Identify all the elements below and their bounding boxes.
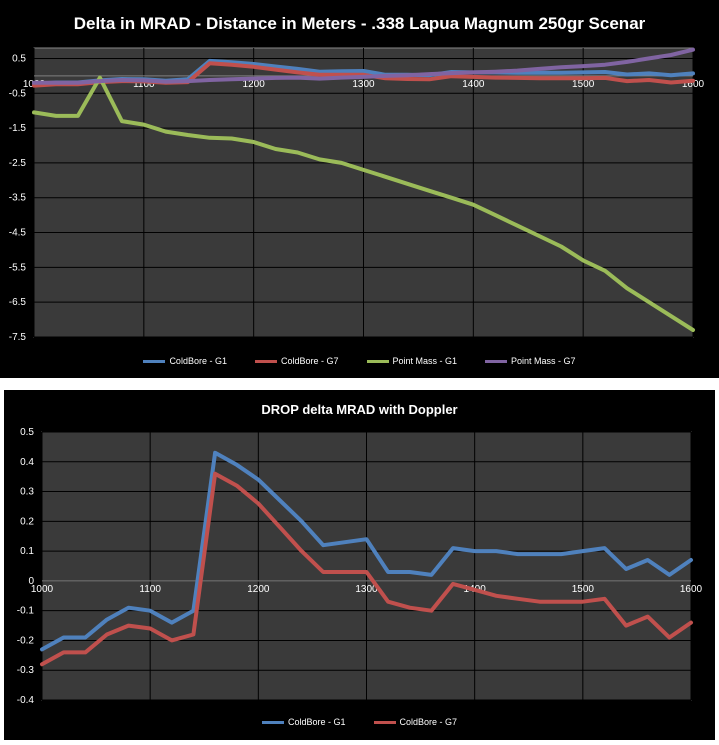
y-tick-label: -5.5 <box>9 262 27 273</box>
y-tick-label: 0.4 <box>20 457 34 468</box>
y-tick-label: 0.5 <box>12 53 26 64</box>
legend-item: ColdBore - G7 <box>373 717 458 727</box>
y-tick-label: -0.1 <box>17 606 35 617</box>
y-tick-label: 0.5 <box>20 427 34 438</box>
series-line-coldbore-g1 <box>40 450 693 652</box>
legend-swatch <box>254 359 277 363</box>
x-tick-label: 1600 <box>682 79 705 90</box>
series-line-coldbore-g7 <box>40 471 693 667</box>
y-tick-label: -0.5 <box>9 88 27 99</box>
y-tick-label: -0.3 <box>17 665 35 676</box>
chart-panel-mrad-delta: Delta in MRAD - Distance in Meters - .33… <box>0 0 719 378</box>
chart-legend: ColdBore - G1 ColdBore - G7 Point Mass - G… <box>0 356 719 366</box>
y-tick-label: -2.5 <box>9 158 27 169</box>
y-tick-label: -7.5 <box>9 332 27 343</box>
x-tick-label: 1200 <box>243 79 266 90</box>
legend-label: Point Mass - G7 <box>511 356 576 366</box>
legend-swatch <box>373 720 396 724</box>
x-tick-label: 1100 <box>133 79 155 90</box>
legend-item: Point Mass - G1 <box>366 356 458 366</box>
legend-swatch <box>261 720 284 724</box>
y-tick-label: 0.3 <box>20 487 34 498</box>
x-tick-label: 1400 <box>462 79 485 90</box>
y-tick-label: 0.2 <box>20 516 34 527</box>
legend-label: ColdBore - G7 <box>280 356 339 366</box>
legend-swatch <box>485 359 508 363</box>
x-tick-label: 1600 <box>680 584 703 595</box>
legend-label: ColdBore - G1 <box>287 717 346 727</box>
series-line-point-mass-g1 <box>32 75 695 332</box>
y-tick-label: -4.5 <box>9 228 27 239</box>
y-tick-label: 0.1 <box>20 546 34 557</box>
x-tick-label: 1200 <box>247 584 270 595</box>
y-tick-label: -0.4 <box>17 695 35 706</box>
x-tick-label: 1100 <box>139 584 161 595</box>
chart-title: DROP delta MRAD with Doppler <box>261 402 458 417</box>
y-tick-label: -1.5 <box>9 123 27 134</box>
y-tick-label: -0.2 <box>17 635 35 646</box>
y-tick-label: -6.5 <box>9 297 27 308</box>
legend-label: Point Mass - G1 <box>392 356 458 366</box>
series-line-point-mass-g7 <box>32 47 695 85</box>
x-tick-label: 1300 <box>352 79 375 90</box>
legend-swatch <box>366 359 389 363</box>
legend-item: ColdBore - G1 <box>261 717 346 727</box>
x-tick-label: 1000 <box>31 584 54 595</box>
x-tick-label: 1500 <box>572 584 595 595</box>
legend-label: ColdBore - G7 <box>399 717 458 727</box>
y-tick-label: 0 <box>28 576 34 587</box>
y-tick-label: -3.5 <box>9 193 27 204</box>
legend-item: Point Mass - G7 <box>485 356 576 366</box>
legend-swatch <box>143 359 166 363</box>
chart-legend: ColdBore - G1 ColdBore - G7 <box>4 717 715 727</box>
chart-title: Delta in MRAD - Distance in Meters - .33… <box>73 14 646 33</box>
x-tick-label: 1300 <box>355 584 378 595</box>
legend-item: ColdBore - G1 <box>143 356 227 366</box>
chart-plot-drop-delta: 0.5 0.4 0.3 0.2 0.1 0 -0.1 -0.2 -0.3 -0.4 1000 1100… <box>17 427 703 706</box>
x-tick-label: 1500 <box>572 79 595 90</box>
legend-label: ColdBore - G1 <box>169 356 227 366</box>
legend-item: ColdBore - G7 <box>254 356 339 366</box>
chart-panel-drop-delta: DROP delta MRAD with Doppler 0.5 0.4 0.3 0.… <box>4 390 715 740</box>
